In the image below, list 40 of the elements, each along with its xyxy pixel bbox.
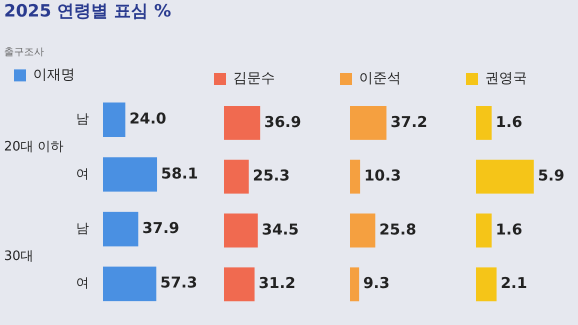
bar bbox=[103, 157, 158, 192]
bar bbox=[350, 160, 360, 194]
data-label: 58.1 bbox=[161, 164, 198, 182]
data-label: 37.2 bbox=[390, 112, 428, 131]
chart-title: 2025 연령별 표심 % bbox=[4, 2, 172, 22]
chart-subtitle: 출구조사 bbox=[4, 46, 44, 58]
bar bbox=[350, 267, 360, 302]
data-label: 24.0 bbox=[129, 110, 166, 128]
data-label: 37.9 bbox=[142, 219, 180, 238]
data-label: 2.1 bbox=[500, 274, 528, 292]
bar bbox=[224, 106, 260, 140]
data-label: 25.3 bbox=[252, 166, 290, 185]
data-label: 9.3 bbox=[363, 274, 390, 292]
data-label: 1.6 bbox=[496, 220, 522, 238]
data-label: 10.3 bbox=[364, 166, 402, 185]
data-label: 5.9 bbox=[538, 166, 564, 185]
data-label: 31.2 bbox=[258, 274, 296, 292]
bar bbox=[103, 212, 138, 246]
y-tick-label: 여 bbox=[76, 166, 89, 182]
text: 30대 bbox=[4, 248, 34, 264]
data-label: 57.3 bbox=[160, 274, 198, 292]
legend-label: 김문수 bbox=[233, 70, 275, 87]
y-tick-label: 남 bbox=[76, 222, 89, 237]
bar bbox=[103, 266, 156, 302]
bar bbox=[350, 214, 376, 248]
text: 20대 이하 bbox=[4, 139, 64, 154]
legend-label: 권영국 bbox=[485, 70, 527, 87]
data-label: 36.9 bbox=[264, 112, 302, 131]
y-tick-label: 남 bbox=[76, 112, 89, 128]
bar bbox=[103, 102, 126, 137]
legend-label: 이준석 bbox=[359, 70, 401, 87]
bar bbox=[224, 160, 249, 194]
bar bbox=[224, 267, 255, 302]
bar bbox=[350, 106, 386, 140]
data-label: 34.5 bbox=[262, 220, 299, 238]
bar bbox=[224, 214, 258, 248]
legend-label: 이재명 bbox=[33, 67, 75, 84]
data-label: 25.8 bbox=[379, 220, 416, 238]
y-tick-label: 여 bbox=[76, 276, 89, 292]
data-label: 1.6 bbox=[496, 112, 522, 131]
